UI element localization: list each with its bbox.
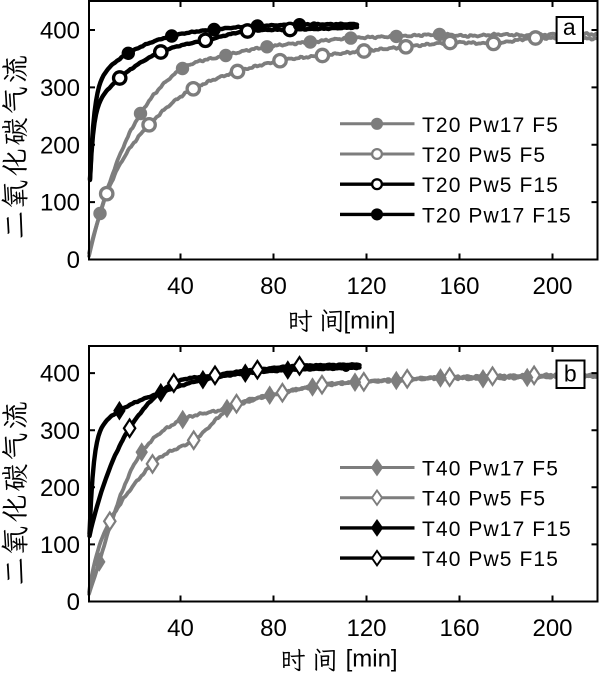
svg-text:0: 0 xyxy=(67,589,80,616)
svg-text:400: 400 xyxy=(40,18,80,45)
svg-text:T20 Pw5 F5: T20 Pw5 F5 xyxy=(422,144,546,167)
svg-text:300: 300 xyxy=(40,75,80,102)
svg-text:120: 120 xyxy=(346,615,386,642)
svg-text:200: 200 xyxy=(40,475,80,502)
svg-text:0: 0 xyxy=(67,247,80,274)
svg-text:T40 Pw17 F5: T40 Pw17 F5 xyxy=(422,458,559,481)
svg-text:a: a xyxy=(563,14,576,40)
svg-text:100: 100 xyxy=(40,532,80,559)
svg-text:40: 40 xyxy=(167,273,194,300)
svg-text:40: 40 xyxy=(167,615,194,642)
svg-text:T40 Pw5 F15: T40 Pw5 F15 xyxy=(422,548,559,571)
svg-text:T40 Pw17 F15: T40 Pw17 F15 xyxy=(422,518,572,541)
svg-text:T20 Pw17 F15: T20 Pw17 F15 xyxy=(422,204,572,227)
svg-text:160: 160 xyxy=(439,615,479,642)
svg-text:120: 120 xyxy=(346,273,386,300)
svg-text:T40 Pw5 F5: T40 Pw5 F5 xyxy=(422,488,546,511)
svg-text:160: 160 xyxy=(439,273,479,300)
svg-text:80: 80 xyxy=(260,273,287,300)
svg-text:80: 80 xyxy=(260,615,287,642)
svg-text:[min]: [min] xyxy=(346,646,398,673)
svg-text:T20 Pw17 F5: T20 Pw17 F5 xyxy=(422,114,559,137)
svg-text:200: 200 xyxy=(532,273,572,300)
svg-text:T20 Pw5 F15: T20 Pw5 F15 xyxy=(422,174,559,197)
svg-text:200: 200 xyxy=(532,615,572,642)
svg-text:400: 400 xyxy=(40,361,80,388)
svg-text:200: 200 xyxy=(40,132,80,159)
svg-text:100: 100 xyxy=(40,190,80,217)
svg-text:b: b xyxy=(564,361,577,387)
svg-text:[min]: [min] xyxy=(344,308,396,335)
svg-text:300: 300 xyxy=(40,418,80,445)
